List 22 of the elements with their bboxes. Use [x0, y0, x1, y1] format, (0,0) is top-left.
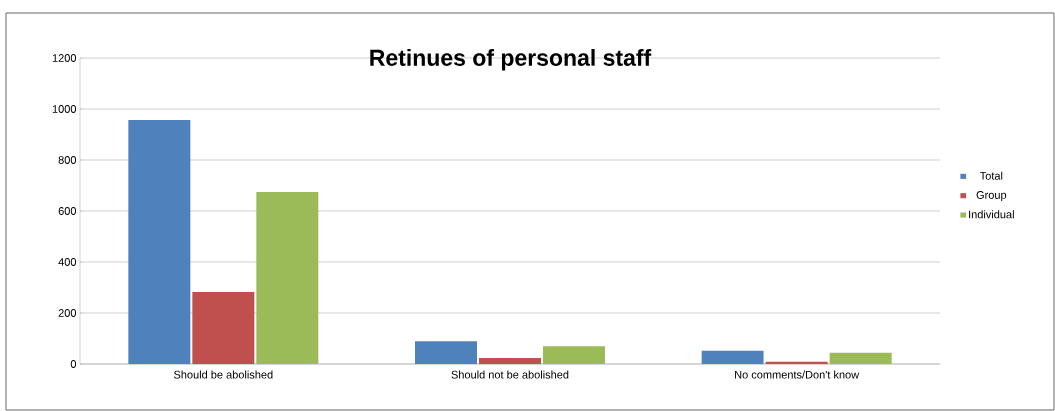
y-tick-label: 800 [58, 156, 77, 164]
x-tick-label: Should not be abolished [451, 370, 569, 379]
bar [543, 346, 605, 364]
chart-title: Retinues of personal staff [370, 49, 652, 71]
legend-label: Total [979, 171, 1003, 180]
y-tick-label: 200 [58, 309, 77, 317]
bar [128, 119, 191, 364]
legend-label: Individual [969, 210, 1014, 219]
bar [192, 292, 255, 364]
y-tick-label: 600 [58, 207, 77, 215]
y-tick-label: 0 [70, 360, 77, 368]
bar [479, 358, 541, 364]
y-tick-label: 1000 [52, 105, 77, 113]
bar [701, 350, 764, 364]
bar [829, 352, 892, 364]
x-tick-label: Should be abolished [174, 370, 273, 379]
x-tick-label: No comments/Don't know [735, 370, 860, 379]
bar [415, 341, 478, 364]
y-tick-label: 1200 [52, 54, 77, 62]
y-tick-label: 400 [58, 258, 77, 266]
legend-label: Group [976, 191, 1007, 202]
bar [256, 192, 319, 364]
